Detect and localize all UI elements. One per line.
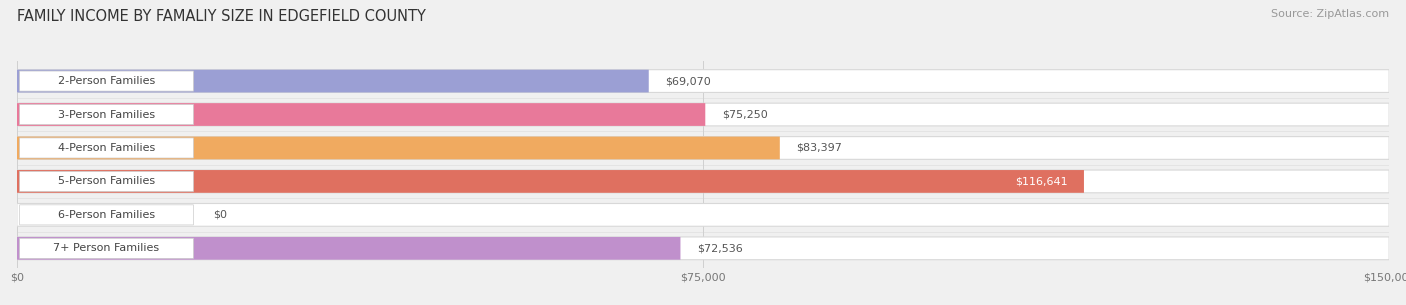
FancyBboxPatch shape bbox=[17, 103, 706, 126]
FancyBboxPatch shape bbox=[17, 237, 1389, 260]
Text: FAMILY INCOME BY FAMALIY SIZE IN EDGEFIELD COUNTY: FAMILY INCOME BY FAMALIY SIZE IN EDGEFIE… bbox=[17, 9, 426, 24]
Text: 4-Person Families: 4-Person Families bbox=[58, 143, 155, 153]
FancyBboxPatch shape bbox=[20, 138, 194, 158]
Text: 2-Person Families: 2-Person Families bbox=[58, 76, 155, 86]
FancyBboxPatch shape bbox=[20, 171, 194, 192]
Text: $72,536: $72,536 bbox=[697, 243, 742, 253]
Text: 6-Person Families: 6-Person Families bbox=[58, 210, 155, 220]
Text: 3-Person Families: 3-Person Families bbox=[58, 109, 155, 120]
Text: $69,070: $69,070 bbox=[665, 76, 711, 86]
FancyBboxPatch shape bbox=[20, 105, 194, 124]
FancyBboxPatch shape bbox=[17, 70, 648, 92]
FancyBboxPatch shape bbox=[20, 238, 194, 258]
FancyBboxPatch shape bbox=[17, 137, 1389, 159]
Text: 7+ Person Families: 7+ Person Families bbox=[53, 243, 160, 253]
FancyBboxPatch shape bbox=[17, 170, 1084, 193]
FancyBboxPatch shape bbox=[17, 70, 1389, 92]
FancyBboxPatch shape bbox=[20, 71, 194, 91]
FancyBboxPatch shape bbox=[17, 203, 1389, 226]
FancyBboxPatch shape bbox=[20, 205, 194, 225]
Text: Source: ZipAtlas.com: Source: ZipAtlas.com bbox=[1271, 9, 1389, 19]
Text: 5-Person Families: 5-Person Families bbox=[58, 176, 155, 186]
Text: $83,397: $83,397 bbox=[796, 143, 842, 153]
FancyBboxPatch shape bbox=[17, 137, 780, 159]
Text: $75,250: $75,250 bbox=[721, 109, 768, 120]
Text: $116,641: $116,641 bbox=[1015, 176, 1067, 186]
FancyBboxPatch shape bbox=[17, 170, 1389, 193]
Text: $0: $0 bbox=[214, 210, 228, 220]
FancyBboxPatch shape bbox=[17, 237, 681, 260]
FancyBboxPatch shape bbox=[17, 103, 1389, 126]
